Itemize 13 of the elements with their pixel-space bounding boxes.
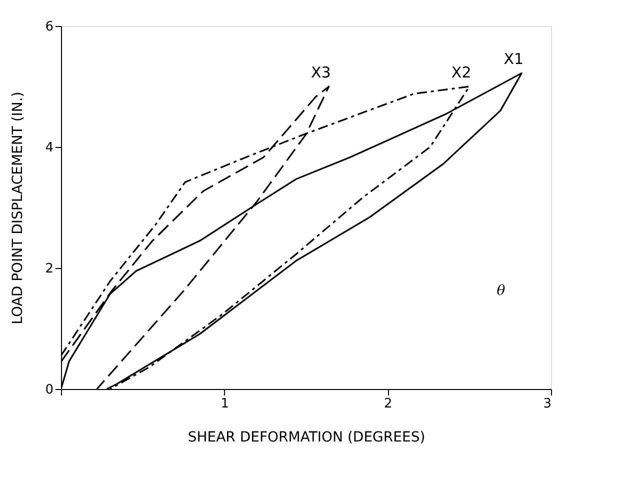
y-axis-title: LOAD POINT DISPLACEMENT (IN.) xyxy=(10,92,26,324)
x-tick-label: 2 xyxy=(384,396,392,412)
series-label: X2 xyxy=(451,64,472,82)
x-axis-title: SHEAR DEFORMATION (DEGREES) xyxy=(188,430,426,446)
y-tick-label: 0 xyxy=(45,382,54,398)
y-tick-label: 4 xyxy=(45,140,54,156)
y-tick-label: 6 xyxy=(45,20,54,34)
annotation: θ xyxy=(496,283,506,299)
series-label: X1 xyxy=(504,50,524,68)
y-tick-label: 2 xyxy=(45,262,54,276)
x-tick-label: 3 xyxy=(543,396,552,412)
series-label: X3 xyxy=(310,64,331,82)
x-tick-label: 1 xyxy=(220,396,229,412)
